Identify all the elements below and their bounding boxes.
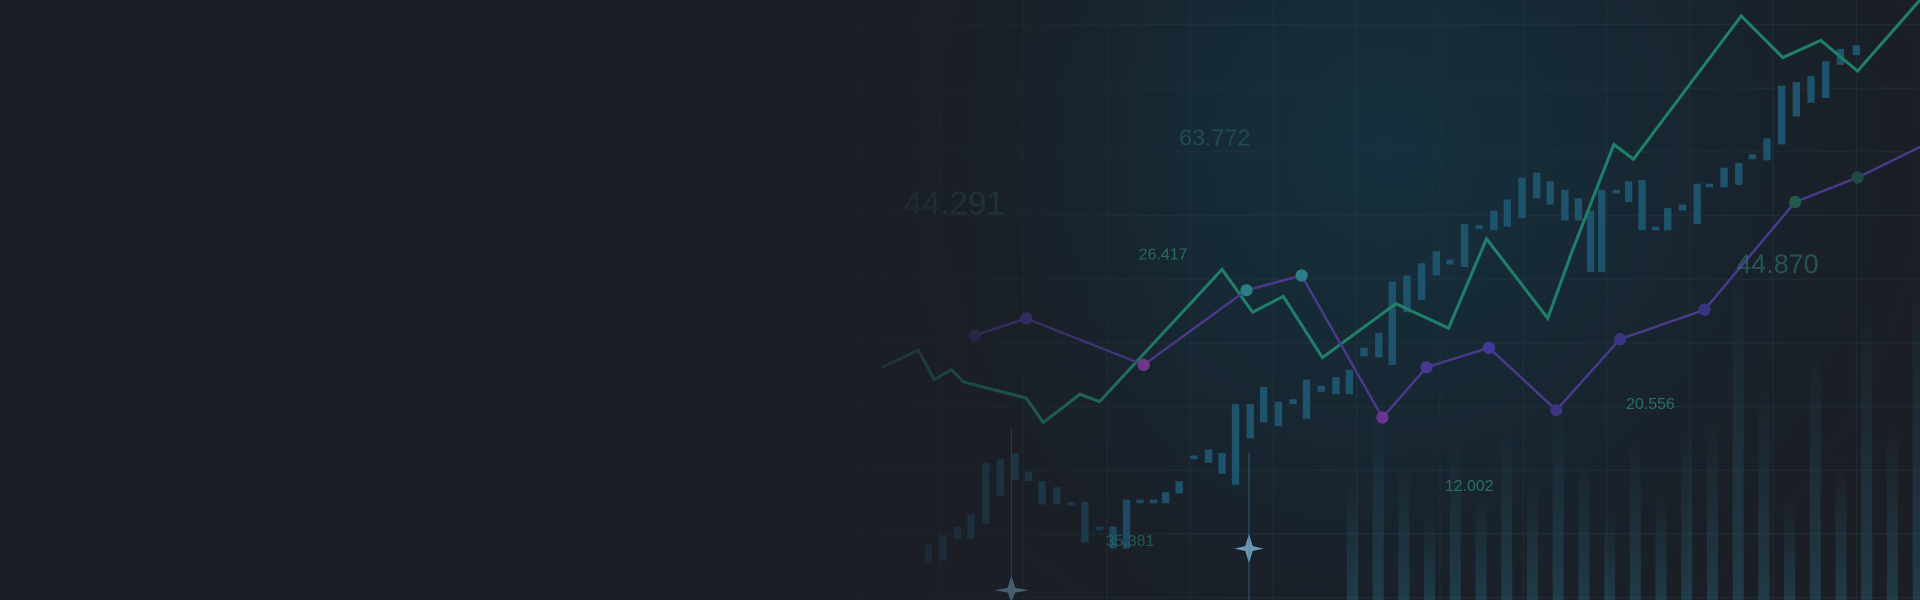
page: 63.772 44.291 26.417 44.870 20.556 12.00… (0, 0, 1920, 600)
banner-background: 63.772 44.291 26.417 44.870 20.556 12.00… (0, 0, 1920, 600)
left-fade (0, 0, 1920, 600)
